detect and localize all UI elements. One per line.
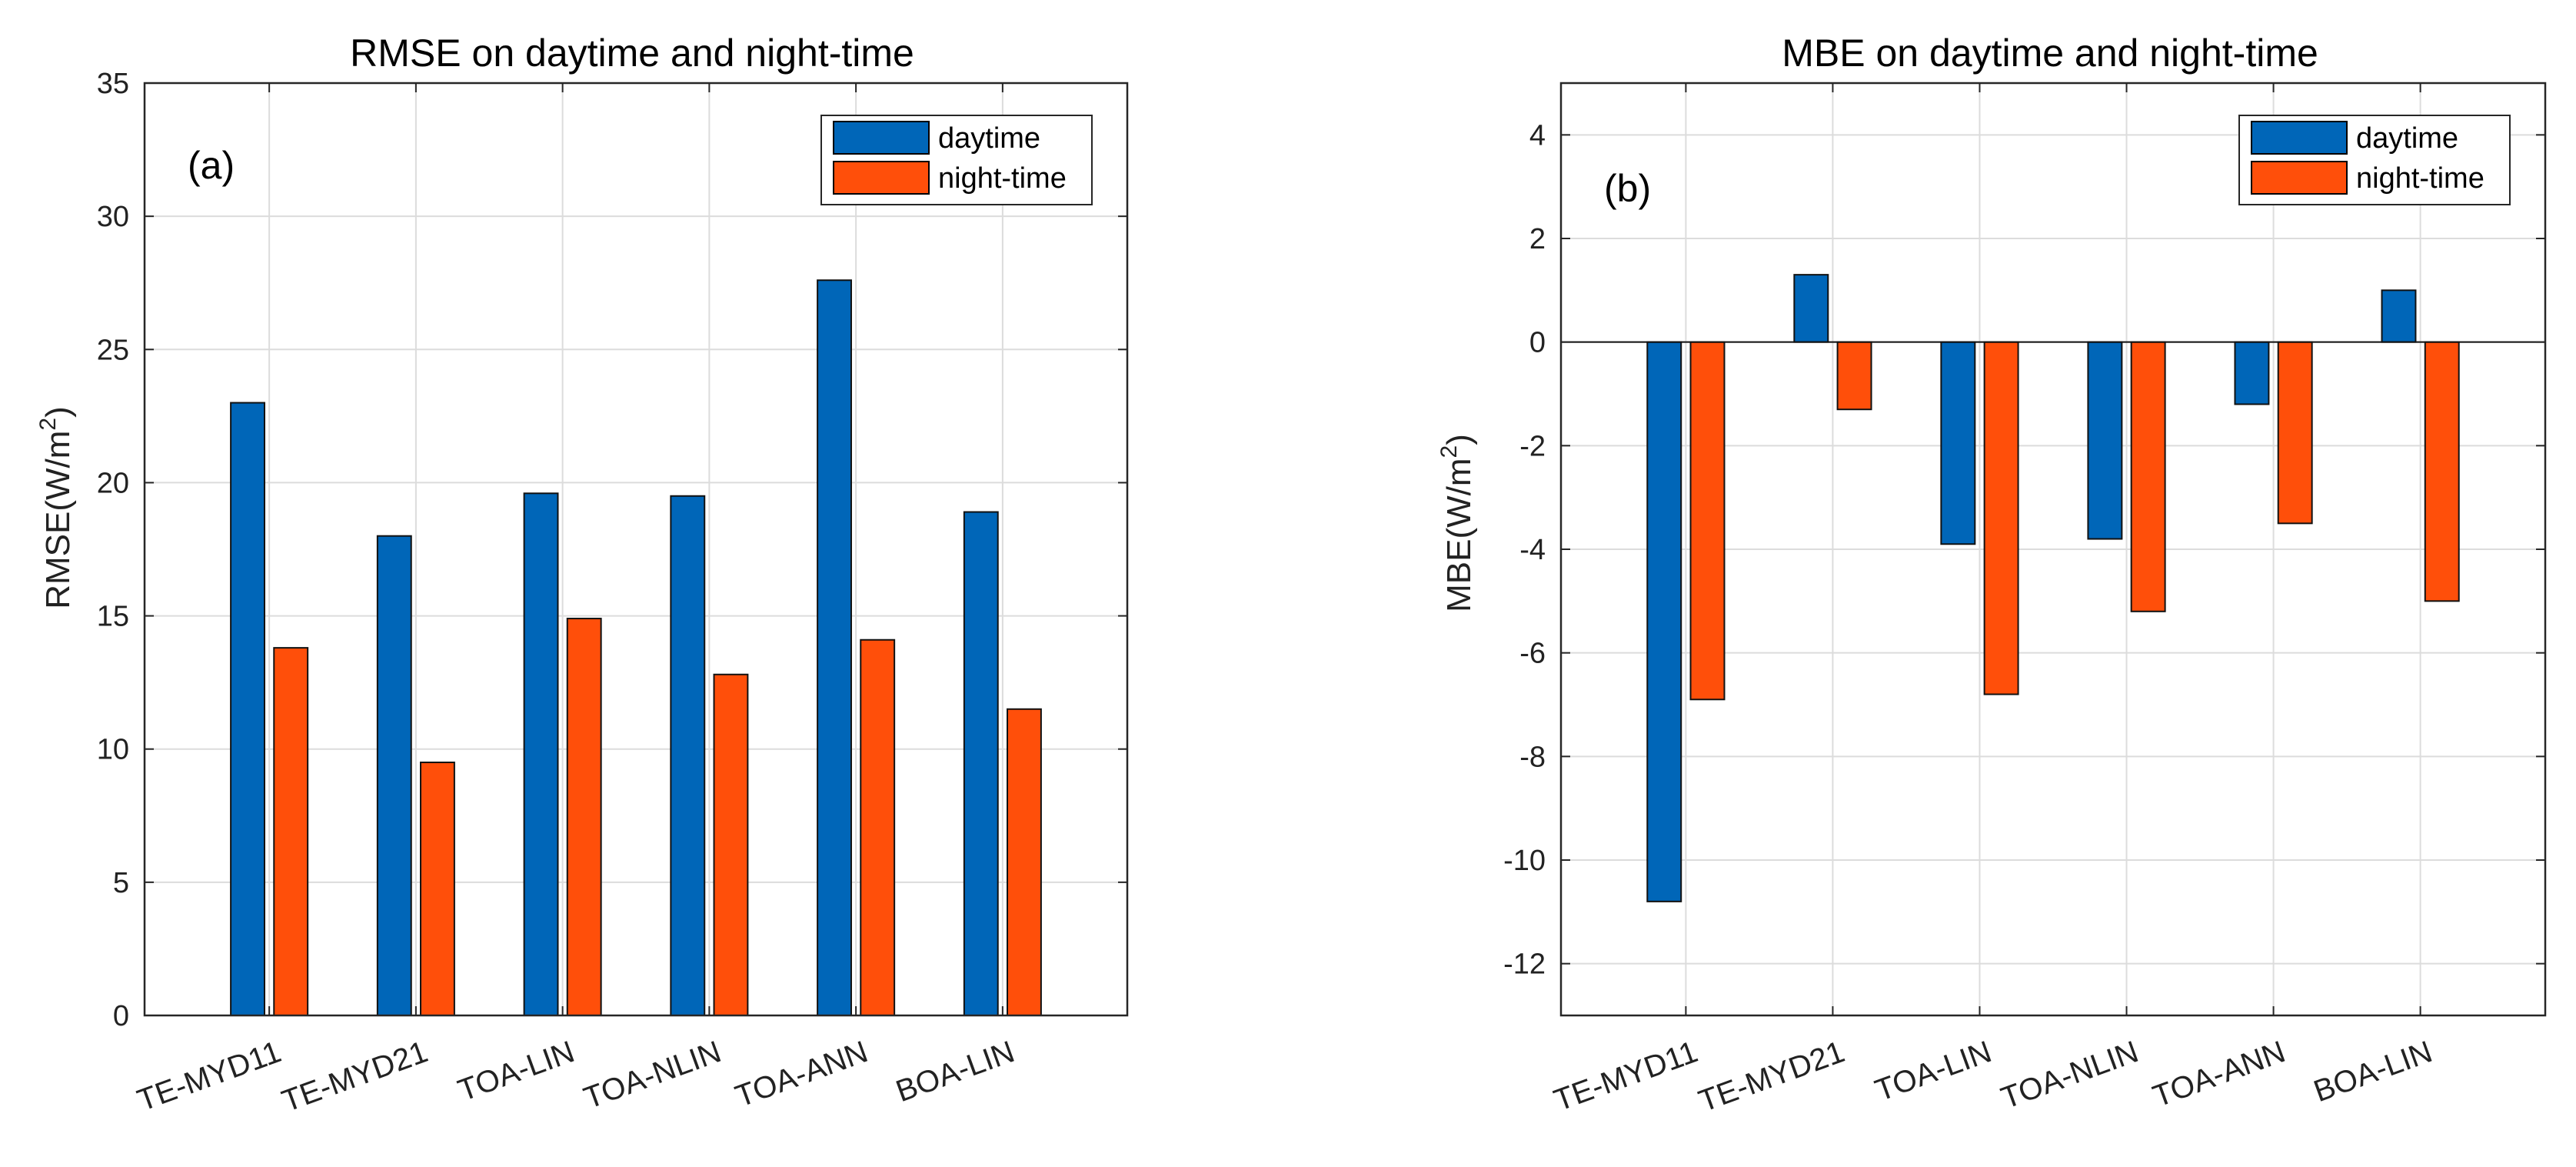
legend: daytime night-time (2238, 115, 2511, 205)
x-tick-label: TOA-ANN (731, 1035, 873, 1114)
y-tick-label: 2 (1529, 223, 1546, 255)
bar-daytime-toa-nlin (2087, 341, 2123, 540)
y-tick-label: -2 (1519, 430, 1546, 462)
y-tick-label: -8 (1519, 741, 1546, 773)
y-tick-label: 0 (1529, 327, 1546, 359)
bar-nighttime-te-myd21 (420, 762, 455, 1016)
x-tick-label: TE-MYD11 (1549, 1035, 1702, 1118)
bar-nighttime-toa-lin (566, 618, 602, 1016)
bar-nighttime-boa-lin (1007, 708, 1042, 1016)
y-tick-label: 35 (97, 68, 129, 100)
y-axis-label: RMSE(W/m2) (35, 406, 77, 609)
bar-daytime-boa-lin (963, 511, 999, 1016)
y-tick-label: 10 (97, 734, 129, 766)
y-tick-label: 4 (1529, 119, 1546, 152)
y-tick-label: -10 (1503, 845, 1546, 877)
legend-label-nighttime: night-time (2356, 162, 2484, 195)
y-tick-label: 5 (113, 867, 129, 899)
legend-label-daytime: daytime (938, 122, 1040, 155)
y-tick-label: 0 (113, 1000, 129, 1032)
y-tick-label: -4 (1519, 534, 1546, 566)
x-tick-label: BOA-LIN (892, 1035, 1019, 1109)
axes-frame (143, 82, 1129, 1017)
x-tick-label: TE-MYD21 (1695, 1035, 1849, 1119)
bar-daytime-te-myd21 (376, 535, 412, 1016)
bar-daytime-toa-nlin (670, 495, 706, 1016)
x-tick-label: TE-MYD21 (278, 1035, 432, 1119)
legend-swatch-daytime (833, 121, 930, 155)
x-tick-label: TOA-ANN (2148, 1035, 2290, 1114)
x-tick-label: TOA-LIN (454, 1035, 579, 1108)
x-tick-label: TE-MYD11 (133, 1035, 285, 1118)
bar-daytime-toa-lin (523, 492, 559, 1016)
bar-daytime-te-myd11 (230, 402, 265, 1016)
bar-daytime-te-myd11 (1646, 341, 1682, 902)
mbe-chart: MBE on daytime and night-time MBE(W/m2) … (1436, 32, 2547, 1119)
bar-nighttime-toa-nlin (2130, 341, 2166, 612)
bar-daytime-toa-ann (817, 279, 852, 1017)
legend-swatch-nighttime (2251, 161, 2348, 195)
x-tick-label: TOA-LIN (1871, 1035, 1996, 1108)
bar-nighttime-toa-ann (2277, 341, 2313, 525)
bar-nighttime-te-myd21 (1836, 341, 1872, 411)
legend: daytime night-time (820, 115, 1093, 205)
bar-nighttime-boa-lin (2424, 341, 2460, 602)
y-tick-label: -12 (1503, 949, 1546, 981)
bar-daytime-te-myd21 (1793, 274, 1829, 343)
x-tick-label: TOA-NLIN (1997, 1035, 2143, 1115)
legend-swatch-daytime (2251, 121, 2348, 155)
y-axis-label: MBE(W/m2) (1436, 434, 1478, 612)
bar-nighttime-toa-lin (1983, 341, 2019, 695)
bar-nighttime-toa-ann (860, 639, 896, 1016)
chart-title: RMSE on daytime and night-time (350, 32, 914, 75)
y-tick-label: 30 (97, 201, 129, 233)
bar-nighttime-te-myd11 (273, 647, 309, 1017)
bar-daytime-toa-ann (2234, 341, 2270, 405)
bar-nighttime-te-myd11 (1689, 341, 1726, 701)
legend-label-nighttime: night-time (938, 162, 1067, 195)
bar-daytime-boa-lin (2381, 289, 2417, 343)
bar-nighttime-toa-nlin (713, 673, 749, 1016)
y-tick-label: 20 (97, 467, 129, 499)
panel-label: (a) (188, 144, 235, 187)
y-tick-label: 25 (97, 334, 129, 366)
legend-swatch-nighttime (833, 161, 930, 195)
y-tick-label: -6 (1519, 638, 1546, 670)
x-tick-label: TOA-NLIN (580, 1035, 726, 1115)
y-tick-label: 15 (97, 601, 129, 633)
rmse-chart: RMSE on daytime and night-time RMSE(W/m2… (35, 32, 1129, 1119)
legend-label-daytime: daytime (2356, 122, 2458, 155)
bar-daytime-toa-lin (1940, 341, 1976, 545)
chart-title: MBE on daytime and night-time (1782, 32, 2318, 75)
panel-label: (b) (1604, 167, 1651, 210)
x-tick-label: BOA-LIN (2309, 1035, 2436, 1109)
